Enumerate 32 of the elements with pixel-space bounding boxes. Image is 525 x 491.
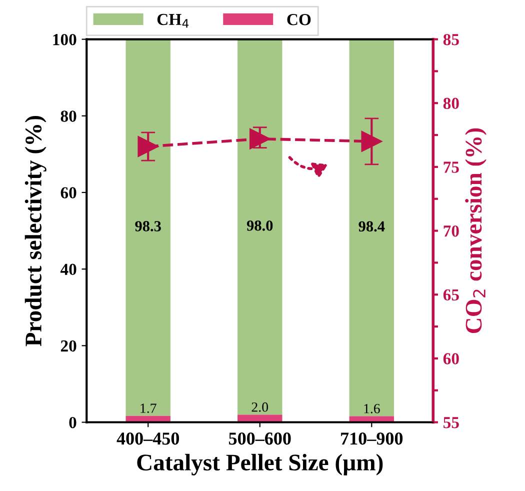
y-tick-label: 20 xyxy=(60,340,76,352)
point xyxy=(361,130,382,152)
y-axis-title: Product selectivity (%) xyxy=(24,116,46,346)
data-label: 98.4 xyxy=(358,221,385,232)
y2-tick-label: 80 xyxy=(443,98,459,110)
y2-axis-title: CO$_{2}$ conversion (%) xyxy=(465,128,486,334)
y-tick-label: 0 xyxy=(69,416,76,428)
y-tick-label: 60 xyxy=(60,187,76,198)
data-label: 2.0 xyxy=(252,402,268,412)
y2-tick-label: 85 xyxy=(443,34,459,46)
point xyxy=(138,136,159,157)
data-label: 1.6 xyxy=(364,404,380,414)
data-label: 98.3 xyxy=(135,221,161,232)
legend-label: CH$_{4}$ xyxy=(157,14,189,28)
y-tick-label: 80 xyxy=(60,110,76,122)
y2-tick-label: 55 xyxy=(444,417,459,428)
x-axis-title: Catalyst Pellet Size (µm) xyxy=(137,454,383,476)
legend-label: CO xyxy=(287,14,311,26)
y2-tick-label: 65 xyxy=(443,289,459,301)
x-tick-label: 710–900 xyxy=(341,432,403,445)
data-label: 98.0 xyxy=(246,220,273,231)
x-tick-label: 500–600 xyxy=(229,432,291,445)
bar xyxy=(238,39,282,415)
x-tick-label: 400–450 xyxy=(116,432,180,445)
y2-tick-label: 60 xyxy=(443,353,459,364)
data-label: 1.7 xyxy=(140,404,156,413)
y-tick-label: 100 xyxy=(53,34,76,46)
y2-tick-label: 75 xyxy=(444,162,459,173)
y2-tick-label: 70 xyxy=(444,225,459,237)
bar xyxy=(349,39,394,416)
y-tick-label: 40 xyxy=(60,264,76,276)
bar xyxy=(126,39,170,416)
